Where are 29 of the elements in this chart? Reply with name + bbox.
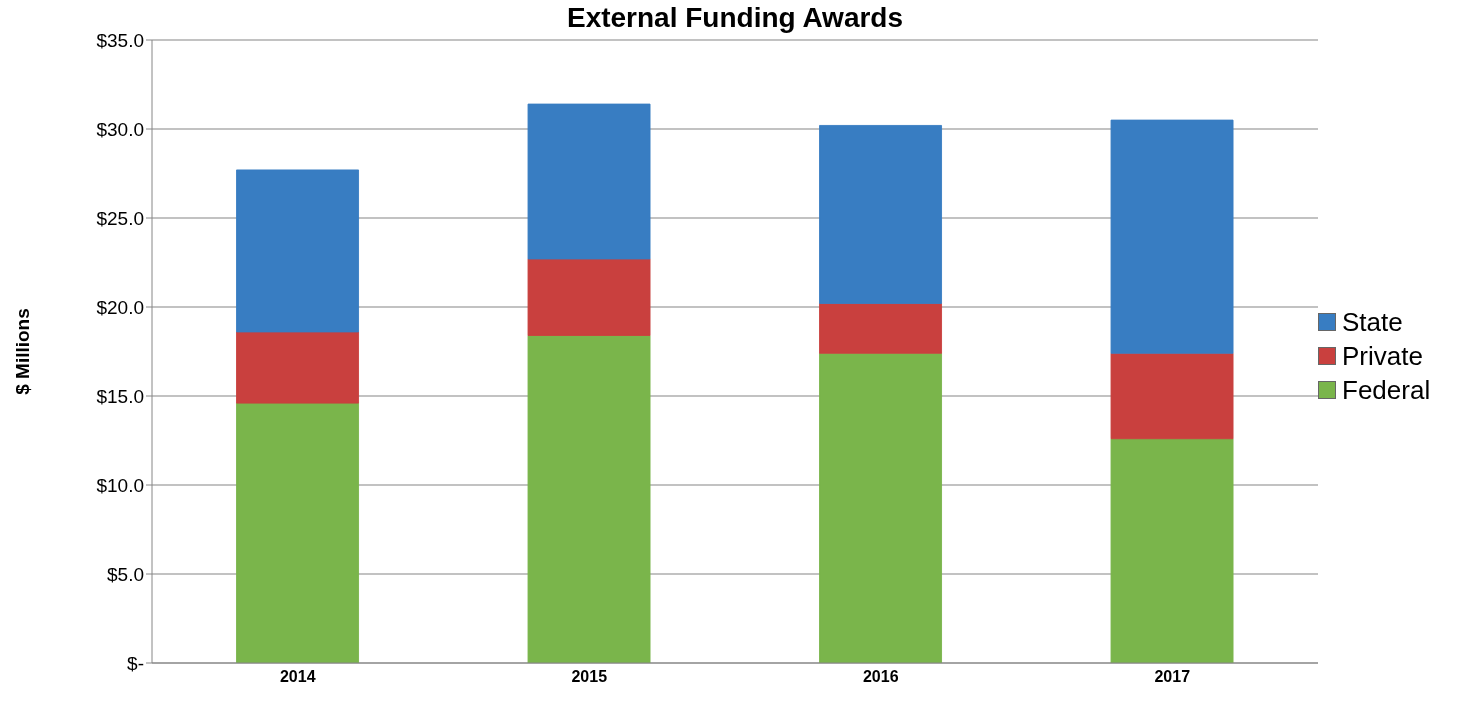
bar [1110,352,1234,440]
x-tick-label: 2014 [279,668,316,686]
y-tick-label: $15.0 [96,385,144,407]
legend-label: State [1342,307,1403,337]
bar [527,103,651,260]
x-tick-label: 2015 [571,668,608,686]
bar [1110,438,1234,663]
legend-label: Private [1342,341,1423,371]
bar [1110,119,1234,354]
bar [527,334,651,663]
y-tick-label: $30.0 [96,118,144,140]
bar [819,352,943,663]
bar [819,302,943,354]
y-tick-label: $5.0 [107,563,144,585]
legend-label: Federal [1342,375,1431,405]
bar [236,402,360,663]
bar [819,124,943,304]
bar [527,258,651,336]
bar [236,331,360,404]
y-tick-label: $25.0 [96,207,144,229]
y-tick-label: $10.0 [96,474,144,496]
x-tick-label: 2017 [1154,668,1191,686]
y-tick-label: $- [127,652,144,674]
y-tick-label: $35.0 [96,29,144,51]
y-axis-title: $ Millions [11,308,33,395]
chart-title: External Funding Awards [565,2,905,34]
bar [236,169,360,333]
x-tick-label: 2016 [862,668,899,686]
y-tick-label: $20.0 [96,296,144,318]
